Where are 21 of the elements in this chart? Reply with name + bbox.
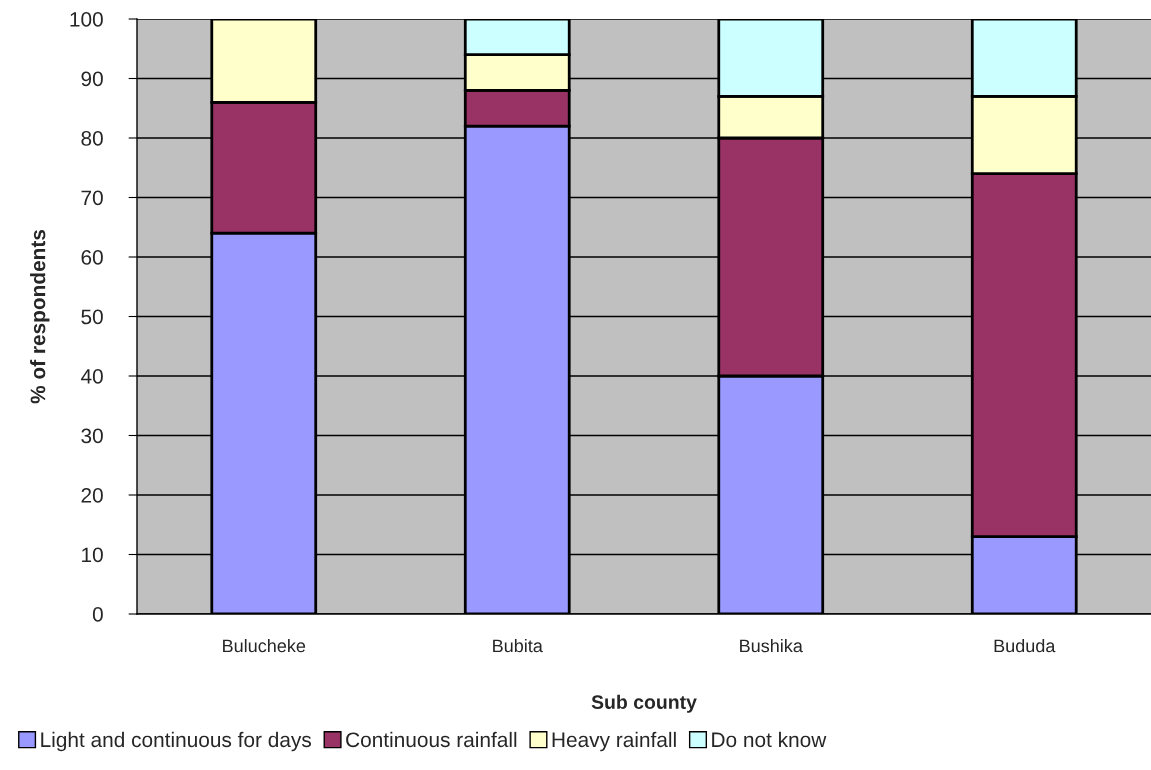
x-tick-label: Bududa [994, 639, 1056, 653]
y-tick-label: 90 [81, 71, 103, 87]
legend-label: Heavy rainfall [552, 731, 676, 752]
x-tick-label: Bulucheke [223, 639, 306, 653]
y-tick-label: 50 [81, 309, 103, 325]
x-tick-label: Bushika [740, 639, 803, 653]
y-tick-label: 70 [81, 190, 103, 206]
y-tick-label: 100 [70, 12, 103, 27]
y-tick-label: 0 [92, 607, 103, 622]
y-axis-title: % of respondents [30, 229, 50, 404]
y-tick-label: 40 [80, 369, 103, 384]
legend-label: Continuous rainfall [346, 731, 517, 748]
y-tick-label: 60 [81, 250, 103, 265]
y-tick-label: 30 [81, 428, 103, 444]
y-tick-label: 10 [82, 547, 103, 563]
y-tick-label: 80 [81, 131, 103, 146]
legend-label: Light and continuous for days [41, 731, 312, 752]
x-axis-title: Sub county [591, 694, 697, 713]
legend-label: Do not know [712, 731, 827, 748]
x-tick-label: Bubita [493, 639, 543, 653]
y-tick-label: 20 [81, 488, 103, 503]
